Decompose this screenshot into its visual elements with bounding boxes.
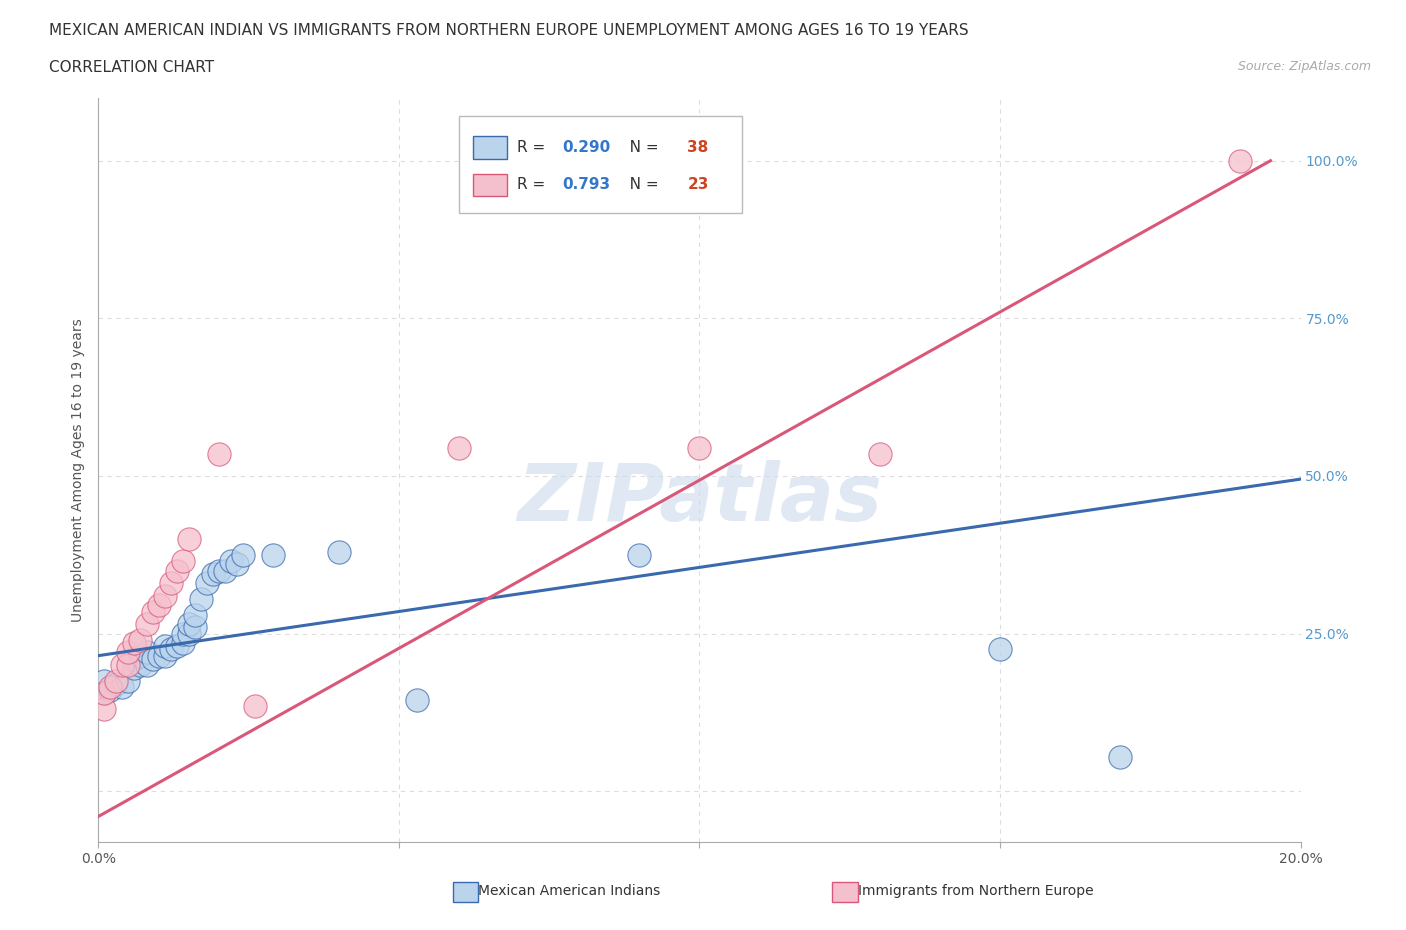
FancyBboxPatch shape — [458, 116, 741, 213]
Text: CORRELATION CHART: CORRELATION CHART — [49, 60, 214, 75]
Point — [183, 607, 205, 622]
Point — [172, 635, 194, 650]
Point — [628, 548, 651, 563]
Point — [1109, 749, 1132, 764]
Point — [105, 677, 128, 692]
Point — [93, 686, 115, 701]
Point — [1229, 153, 1251, 168]
Text: Source: ZipAtlas.com: Source: ZipAtlas.com — [1237, 60, 1371, 73]
Text: N =: N = — [616, 178, 664, 193]
Text: 0.793: 0.793 — [562, 178, 610, 193]
Point — [141, 604, 163, 619]
Point — [869, 446, 891, 461]
Text: ZIPatlas: ZIPatlas — [517, 460, 882, 538]
Point — [93, 702, 115, 717]
Point — [988, 642, 1011, 657]
Point — [177, 626, 200, 641]
Point — [183, 619, 205, 634]
Point — [93, 673, 115, 688]
Point — [124, 651, 146, 666]
Point — [141, 651, 163, 666]
Point — [166, 639, 188, 654]
Point — [117, 658, 139, 672]
FancyBboxPatch shape — [474, 137, 508, 159]
Point — [208, 446, 231, 461]
Point — [195, 576, 218, 591]
Point — [262, 548, 284, 563]
Point — [111, 658, 134, 672]
Text: 38: 38 — [688, 140, 709, 155]
Point — [159, 576, 181, 591]
Point — [124, 661, 146, 676]
Point — [111, 680, 134, 695]
Point — [177, 532, 200, 547]
Text: 0.290: 0.290 — [562, 140, 610, 155]
FancyBboxPatch shape — [474, 174, 508, 196]
Point — [129, 658, 152, 672]
Point — [100, 683, 122, 698]
Point — [129, 648, 152, 663]
Point — [166, 563, 188, 578]
Point — [328, 544, 350, 559]
Point — [225, 557, 247, 572]
Point — [214, 563, 236, 578]
Point — [148, 648, 170, 663]
Point — [219, 553, 242, 568]
Point — [190, 591, 212, 606]
Point — [153, 589, 176, 604]
Point — [117, 673, 139, 688]
Point — [135, 645, 157, 660]
Text: Immigrants from Northern Europe: Immigrants from Northern Europe — [858, 884, 1094, 898]
Text: 23: 23 — [688, 178, 709, 193]
Point — [129, 632, 152, 647]
Point — [159, 642, 181, 657]
Point — [124, 635, 146, 650]
Point — [148, 598, 170, 613]
Point — [406, 692, 429, 707]
Point — [135, 617, 157, 631]
Text: MEXICAN AMERICAN INDIAN VS IMMIGRANTS FROM NORTHERN EUROPE UNEMPLOYMENT AMONG AG: MEXICAN AMERICAN INDIAN VS IMMIGRANTS FR… — [49, 23, 969, 38]
Point — [105, 673, 128, 688]
Point — [177, 617, 200, 631]
Point — [201, 566, 224, 581]
Point — [208, 563, 231, 578]
Point — [117, 645, 139, 660]
Text: Mexican American Indians: Mexican American Indians — [478, 884, 661, 898]
Point — [153, 639, 176, 654]
Point — [135, 658, 157, 672]
Point — [93, 686, 115, 701]
Point — [232, 548, 254, 563]
Point — [172, 626, 194, 641]
Point — [100, 680, 122, 695]
Y-axis label: Unemployment Among Ages 16 to 19 years: Unemployment Among Ages 16 to 19 years — [72, 318, 86, 621]
Point — [153, 648, 176, 663]
Text: N =: N = — [616, 140, 664, 155]
Text: R =: R = — [517, 178, 550, 193]
Point — [447, 440, 470, 455]
Point — [172, 553, 194, 568]
Point — [243, 698, 266, 713]
Text: R =: R = — [517, 140, 550, 155]
Point — [689, 440, 711, 455]
